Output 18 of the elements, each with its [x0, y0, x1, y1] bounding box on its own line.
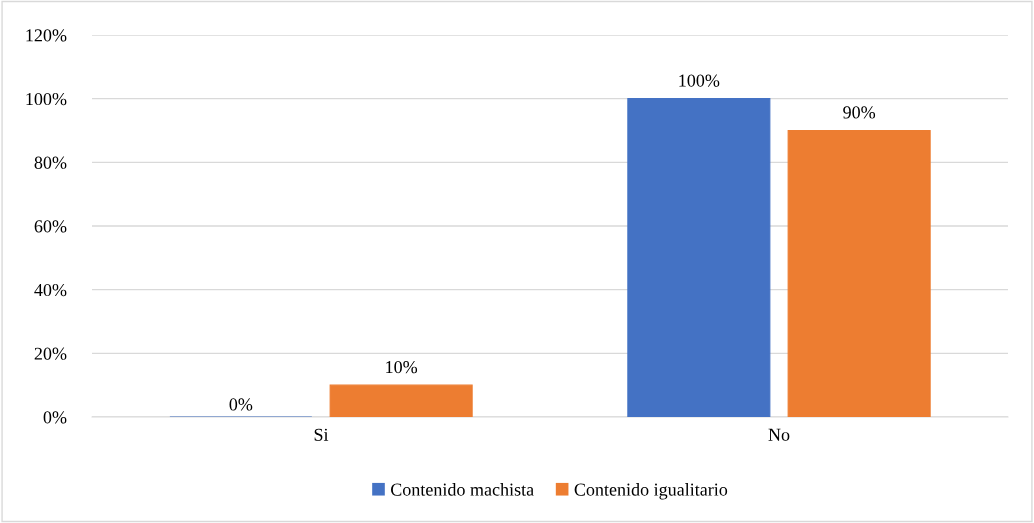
legend-label: Contenido machista — [390, 483, 534, 496]
y-tick-label: 100% — [26, 92, 67, 106]
legend-label: Contenido igualitario — [574, 483, 728, 500]
y-tick-label: 20% — [34, 347, 67, 360]
bar — [329, 384, 473, 417]
bar — [627, 98, 771, 417]
x-tick-label: No — [768, 428, 790, 441]
data-label: 90% — [843, 106, 876, 119]
y-tick-label: 60% — [34, 220, 67, 233]
data-label: 0% — [229, 398, 253, 411]
y-tick-label: 0% — [43, 411, 67, 424]
y-tick-label: 80% — [34, 156, 67, 169]
bar — [787, 129, 931, 417]
x-tick-label: Si — [314, 428, 329, 441]
data-label: 10% — [386, 360, 418, 374]
y-tick-label: 40% — [34, 283, 67, 297]
data-label: 100% — [679, 74, 720, 87]
y-tick-label: 120% — [26, 29, 67, 42]
